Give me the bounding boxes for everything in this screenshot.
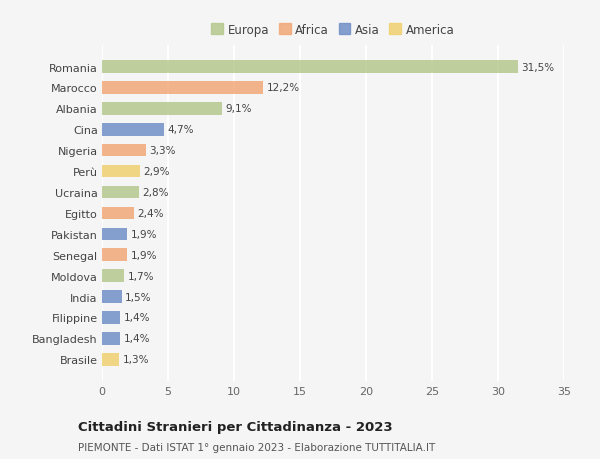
- Bar: [102, 82, 263, 95]
- Text: 3,3%: 3,3%: [149, 146, 175, 156]
- Text: 12,2%: 12,2%: [266, 83, 299, 93]
- Text: 2,4%: 2,4%: [137, 208, 163, 218]
- Text: 2,8%: 2,8%: [142, 188, 169, 197]
- Bar: [102, 332, 121, 345]
- Text: 9,1%: 9,1%: [226, 104, 252, 114]
- Text: 1,3%: 1,3%: [122, 354, 149, 364]
- Bar: [102, 61, 518, 73]
- Text: 1,4%: 1,4%: [124, 313, 150, 323]
- Bar: [102, 124, 164, 136]
- Text: PIEMONTE - Dati ISTAT 1° gennaio 2023 - Elaborazione TUTTITALIA.IT: PIEMONTE - Dati ISTAT 1° gennaio 2023 - …: [78, 442, 435, 452]
- Bar: [102, 103, 222, 115]
- Bar: [102, 249, 127, 262]
- Bar: [102, 228, 127, 241]
- Bar: [102, 165, 140, 178]
- Bar: [102, 353, 119, 366]
- Bar: [102, 186, 139, 199]
- Text: Cittadini Stranieri per Cittadinanza - 2023: Cittadini Stranieri per Cittadinanza - 2…: [78, 420, 392, 433]
- Text: 31,5%: 31,5%: [521, 62, 554, 73]
- Bar: [102, 270, 124, 282]
- Text: 1,5%: 1,5%: [125, 292, 152, 302]
- Text: 4,7%: 4,7%: [167, 125, 194, 135]
- Text: 1,9%: 1,9%: [130, 250, 157, 260]
- Text: 2,9%: 2,9%: [143, 167, 170, 177]
- Bar: [102, 207, 134, 220]
- Legend: Europa, Africa, Asia, America: Europa, Africa, Asia, America: [211, 24, 455, 37]
- Text: 1,4%: 1,4%: [124, 334, 150, 344]
- Bar: [102, 145, 146, 157]
- Text: 1,7%: 1,7%: [128, 271, 154, 281]
- Text: 1,9%: 1,9%: [130, 230, 157, 239]
- Bar: [102, 312, 121, 324]
- Bar: [102, 291, 122, 303]
